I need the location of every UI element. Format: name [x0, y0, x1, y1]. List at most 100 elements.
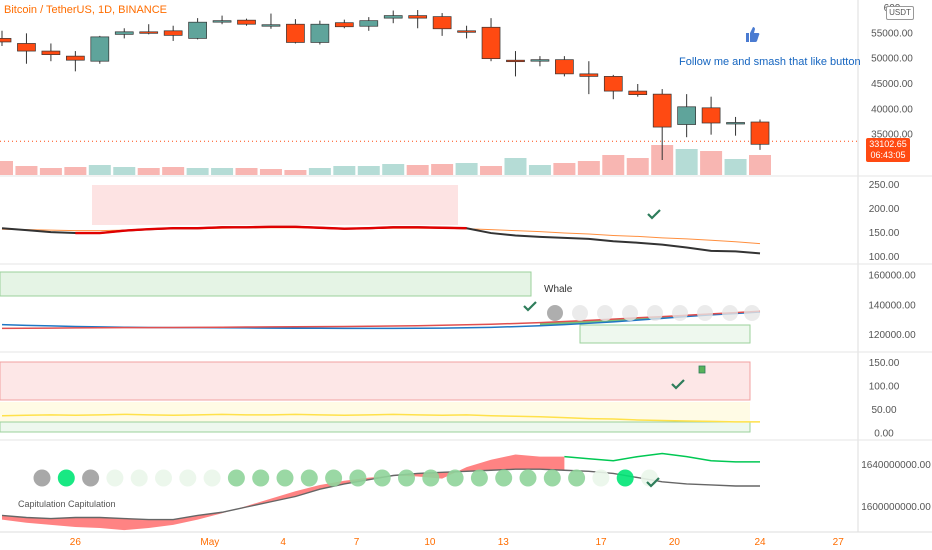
signal-dot [300, 469, 318, 487]
volume-bar [406, 165, 429, 175]
signal-dot [495, 469, 513, 487]
promo-text: Follow me and smash that like button [679, 56, 861, 68]
series-line [1, 227, 761, 245]
series-line [75, 225, 467, 235]
signal-dot [227, 469, 245, 487]
candle-body [701, 107, 721, 124]
y-tick-label: 100.00 [869, 252, 900, 263]
y-tick-label: 150.00 [869, 358, 900, 369]
y-tick-label: 1600000000.00 [861, 502, 931, 513]
volume-bar [382, 164, 405, 175]
signal-dot [697, 305, 713, 321]
currency-badge[interactable]: USDT [886, 6, 914, 20]
volume-bar [15, 166, 38, 175]
signal-dot [446, 469, 464, 487]
red-zone [0, 361, 751, 401]
signal-marker [698, 365, 706, 374]
candle-body [139, 31, 159, 34]
volume-bar [528, 165, 551, 175]
volume-bar [700, 151, 723, 175]
volume-bar [724, 159, 747, 175]
signal-dot [592, 469, 610, 487]
signal-dot [647, 305, 663, 321]
volume-bar [431, 164, 454, 175]
candle-body [506, 59, 525, 63]
x-tick-label: 24 [754, 537, 766, 548]
candle-body [530, 59, 550, 62]
last-price-value: 33102.65 [869, 139, 907, 149]
signal-dot [744, 305, 760, 321]
signal-dot [398, 469, 415, 487]
y-tick-label: 150.00 [869, 228, 900, 239]
candle-body [579, 73, 599, 77]
signal-dot [106, 469, 124, 487]
candle-body [726, 122, 745, 125]
green-zone [0, 271, 532, 297]
signal-dot [543, 469, 561, 487]
signal-dot [349, 469, 367, 487]
fill-band [2, 454, 565, 531]
signal-dot [373, 469, 391, 487]
candle-body [66, 55, 85, 61]
series-line [1, 413, 760, 423]
candle-body [334, 22, 354, 28]
candle-body [359, 20, 379, 27]
candle-body [286, 23, 305, 43]
candle-body [432, 16, 452, 30]
green-zone [579, 324, 751, 344]
signal-dot [130, 469, 148, 487]
x-tick-label: 17 [596, 537, 608, 548]
series-line [564, 452, 760, 463]
volume-bar [675, 149, 698, 175]
volume-bar [308, 168, 331, 175]
signal-dot [616, 469, 634, 487]
signal-dot [203, 469, 221, 487]
candle-body [457, 30, 476, 33]
candle-body [90, 36, 110, 62]
chart-title: Bitcoin / TetherUS, 1D, BINANCE [4, 4, 168, 16]
candle-body [310, 23, 330, 43]
signal-dot [722, 305, 738, 321]
highlight-zone [92, 185, 458, 225]
y-tick-label: 40000.00 [871, 104, 913, 115]
volume-bar [137, 168, 160, 175]
volume-bar [259, 169, 282, 175]
candle-body [237, 19, 256, 25]
volume-bar [602, 155, 625, 175]
candle-body [408, 15, 428, 19]
x-tick-label: 7 [354, 537, 360, 548]
volume-bar [88, 165, 111, 175]
volume-bar [455, 163, 478, 175]
volume-bar [186, 168, 209, 175]
x-tick-label: 10 [424, 537, 436, 548]
volume-bar [162, 167, 185, 175]
volume-bar [577, 161, 600, 175]
y-tick-label: 100.00 [869, 382, 900, 393]
signal-dot [252, 469, 270, 487]
yellow-zone [0, 402, 750, 422]
y-tick-label: 160000.00 [868, 270, 916, 281]
countdown-value: 06:43:05 [870, 150, 906, 160]
signal-dot [572, 305, 588, 321]
volume-bar [235, 168, 258, 175]
x-tick-label: 20 [669, 537, 681, 548]
volume-bar [39, 168, 62, 175]
signal-dot [568, 469, 586, 487]
volume-bar [626, 158, 649, 175]
check-icon [647, 209, 661, 220]
signal-dot [519, 469, 537, 487]
y-tick-label: 200.00 [869, 204, 900, 215]
y-tick-label: 140000.00 [868, 300, 916, 311]
check-icon [523, 301, 537, 312]
signal-dot [597, 305, 613, 321]
y-tick-label: 45000.00 [871, 79, 913, 90]
signal-dot [82, 469, 100, 487]
volume-bar [357, 166, 380, 175]
signal-dot [57, 469, 75, 487]
y-tick-label: 120000.00 [868, 330, 916, 341]
volume-bar [211, 168, 234, 175]
x-tick-label: 13 [498, 537, 510, 548]
volume-bar [749, 155, 771, 175]
capitulation-label: Capitulation Capitulation [18, 499, 116, 509]
